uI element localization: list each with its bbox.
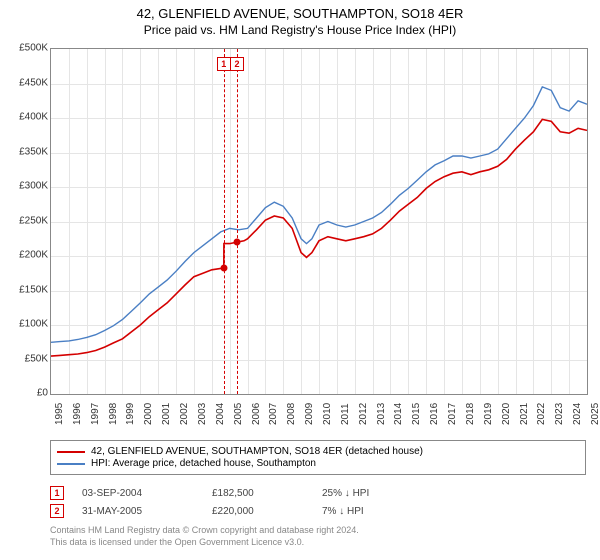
x-axis-label: 2020 [501, 403, 512, 425]
x-axis-label: 2016 [429, 403, 440, 425]
transaction-vline [237, 49, 238, 394]
y-axis-label: £250K [8, 215, 48, 226]
chart-subtitle: Price paid vs. HM Land Registry's House … [0, 21, 600, 37]
plot-area: 12 [50, 48, 588, 395]
legend-label: HPI: Average price, detached house, Sout… [91, 458, 316, 469]
x-axis-label: 2002 [179, 403, 190, 425]
data-point-dot [220, 265, 227, 272]
legend-swatch [57, 451, 85, 453]
x-axis-label: 2006 [251, 403, 262, 425]
line-series [51, 49, 587, 394]
transaction-row: 2 31-MAY-2005£220,0007% ↓ HPI [50, 502, 422, 520]
transaction-delta: 25% ↓ HPI [322, 488, 422, 499]
y-axis-label: £350K [8, 146, 48, 157]
x-axis-label: 2024 [572, 403, 583, 425]
series-hpi [51, 87, 587, 342]
y-axis-label: £150K [8, 284, 48, 295]
transaction-vline [224, 49, 225, 394]
transaction-table: 1 03-SEP-2004£182,50025% ↓ HPI 2 31-MAY-200… [50, 484, 422, 520]
legend-item: 42, GLENFIELD AVENUE, SOUTHAMPTON, SO18 … [57, 446, 579, 457]
x-axis-label: 1999 [125, 403, 136, 425]
footer-line1: Contains HM Land Registry data © Crown c… [50, 524, 359, 536]
x-axis-label: 1995 [54, 403, 65, 425]
transaction-price: £182,500 [212, 488, 322, 499]
transaction-delta: 7% ↓ HPI [322, 506, 422, 517]
series-property [51, 119, 587, 356]
x-axis-label: 2011 [340, 403, 351, 425]
x-axis-label: 2008 [286, 403, 297, 425]
y-axis-label: £0 [8, 388, 48, 399]
x-axis-label: 2015 [411, 403, 422, 425]
transaction-id-box: 1 [50, 486, 64, 500]
y-axis-label: £100K [8, 319, 48, 330]
y-axis-label: £500K [8, 43, 48, 54]
x-axis-label: 2013 [376, 403, 387, 425]
x-axis-label: 2012 [358, 403, 369, 425]
chart-title: 42, GLENFIELD AVENUE, SOUTHAMPTON, SO18 … [0, 0, 600, 21]
x-axis-label: 2001 [161, 403, 172, 425]
x-axis-label: 2009 [304, 403, 315, 425]
x-axis-label: 1996 [72, 403, 83, 425]
x-axis-label: 2007 [268, 403, 279, 425]
x-axis-label: 2025 [590, 403, 600, 425]
x-axis-label: 2010 [322, 403, 333, 425]
transaction-price: £220,000 [212, 506, 322, 517]
y-axis-label: £300K [8, 181, 48, 192]
footer-line2: This data is licensed under the Open Gov… [50, 536, 359, 548]
chart-container: 42, GLENFIELD AVENUE, SOUTHAMPTON, SO18 … [0, 0, 600, 560]
legend: 42, GLENFIELD AVENUE, SOUTHAMPTON, SO18 … [50, 440, 586, 475]
x-axis-label: 2023 [554, 403, 565, 425]
transaction-date: 31-MAY-2005 [82, 506, 212, 517]
x-axis-label: 2018 [465, 403, 476, 425]
x-axis-label: 1997 [90, 403, 101, 425]
legend-item: HPI: Average price, detached house, Sout… [57, 458, 579, 469]
data-point-dot [233, 239, 240, 246]
y-axis-label: £450K [8, 77, 48, 88]
x-axis-label: 2019 [483, 403, 494, 425]
transaction-row: 1 03-SEP-2004£182,50025% ↓ HPI [50, 484, 422, 502]
x-axis-label: 2004 [215, 403, 226, 425]
y-axis-label: £200K [8, 250, 48, 261]
x-axis-label: 2017 [447, 403, 458, 425]
transaction-marker: 2 [230, 57, 244, 71]
transaction-id-box: 2 [50, 504, 64, 518]
transaction-marker: 1 [217, 57, 231, 71]
y-axis-label: £50K [8, 353, 48, 364]
x-axis-label: 2021 [519, 403, 530, 425]
x-axis-label: 2005 [233, 403, 244, 425]
footer-attribution: Contains HM Land Registry data © Crown c… [50, 524, 359, 548]
legend-label: 42, GLENFIELD AVENUE, SOUTHAMPTON, SO18 … [91, 446, 423, 457]
x-axis-label: 1998 [108, 403, 119, 425]
x-axis-label: 2022 [536, 403, 547, 425]
transaction-date: 03-SEP-2004 [82, 488, 212, 499]
x-axis-label: 2000 [143, 403, 154, 425]
y-axis-label: £400K [8, 112, 48, 123]
x-axis-label: 2003 [197, 403, 208, 425]
x-axis-label: 2014 [393, 403, 404, 425]
legend-swatch [57, 463, 85, 465]
